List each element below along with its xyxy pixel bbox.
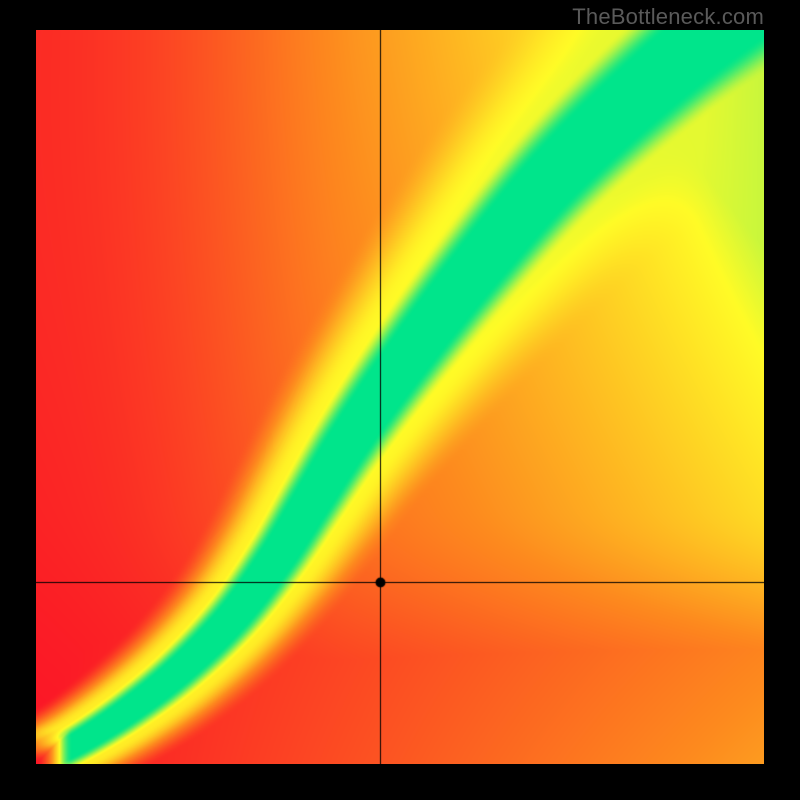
heatmap-canvas [36, 30, 764, 764]
heatmap-plot [36, 30, 764, 764]
watermark-text: TheBottleneck.com [572, 4, 764, 30]
